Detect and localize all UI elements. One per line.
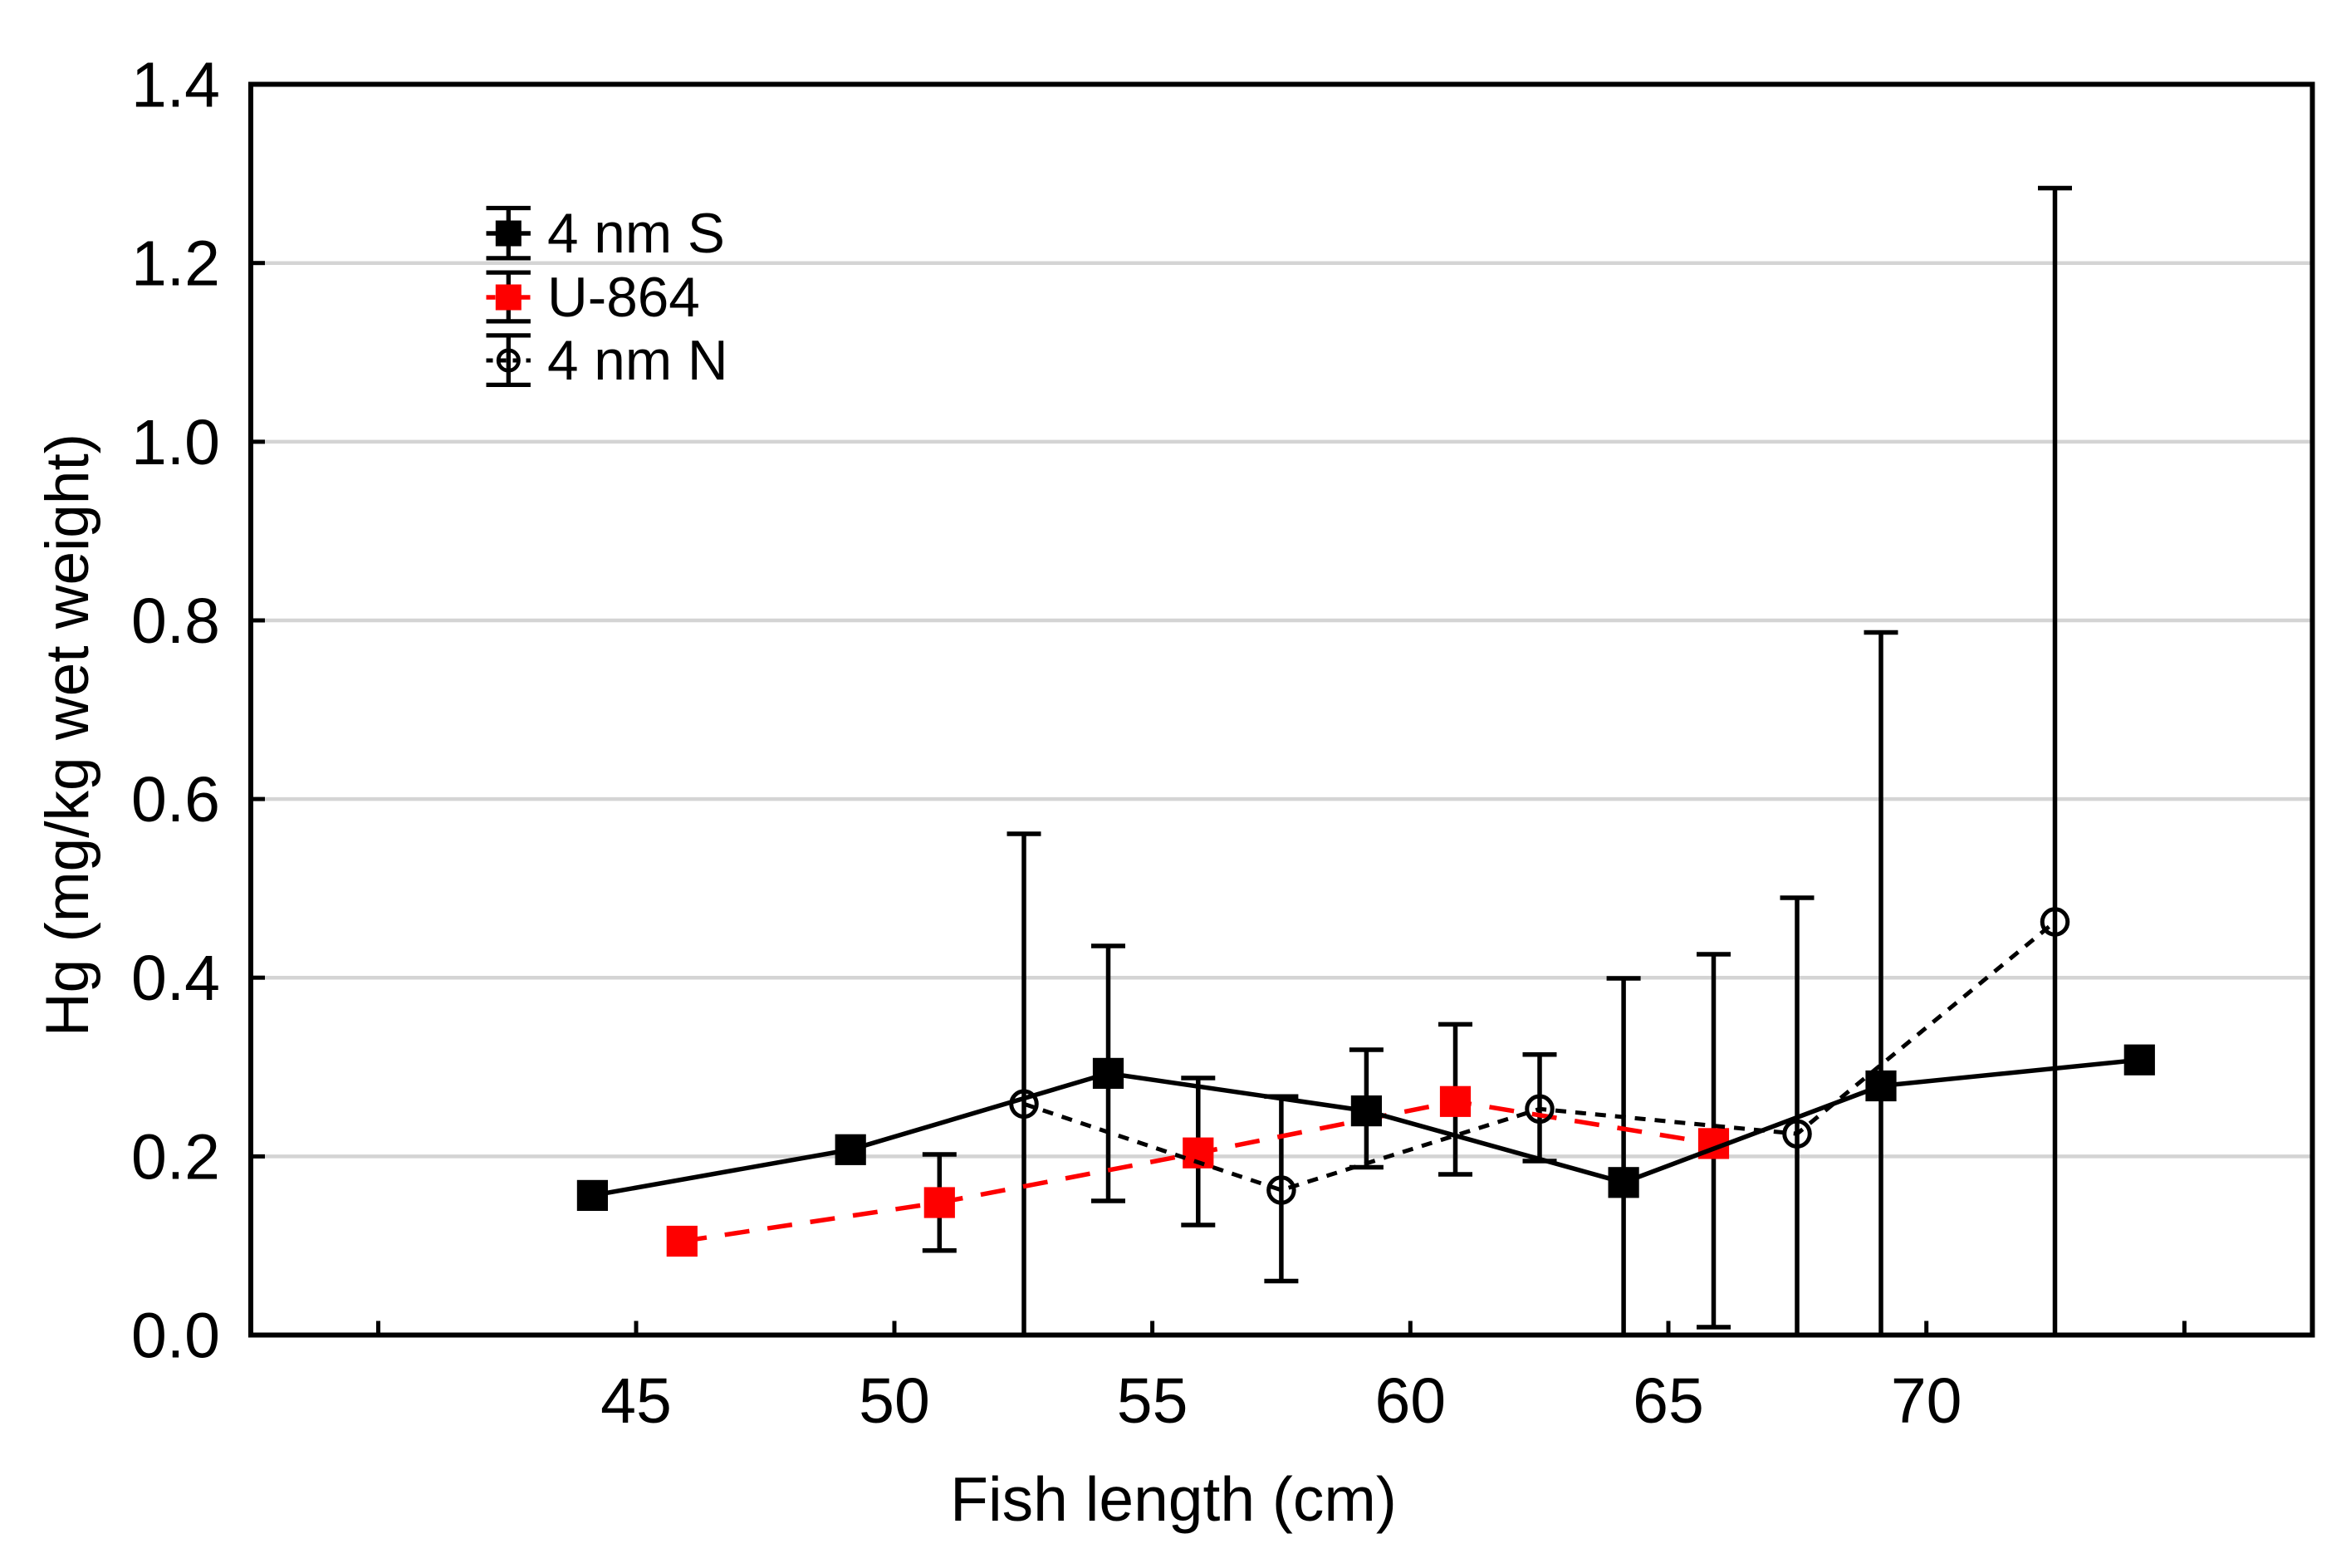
svg-text:4 nm N: 4 nm N: [547, 330, 728, 392]
svg-text:55: 55: [1117, 1365, 1188, 1437]
svg-text:0.0: 0.0: [131, 1301, 220, 1372]
svg-text:U-864: U-864: [547, 267, 700, 329]
svg-text:Fish length (cm): Fish length (cm): [950, 1464, 1397, 1534]
svg-text:0.2: 0.2: [131, 1121, 220, 1193]
svg-text:45: 45: [600, 1365, 672, 1437]
svg-text:Hg (mg/kg wet weight): Hg (mg/kg wet weight): [34, 434, 101, 1036]
svg-text:1.0: 1.0: [131, 407, 220, 478]
svg-text:4 nm S: 4 nm S: [547, 203, 725, 265]
svg-text:0.4: 0.4: [131, 943, 220, 1014]
svg-text:1.4: 1.4: [131, 50, 220, 121]
svg-text:0.8: 0.8: [131, 586, 220, 657]
svg-text:65: 65: [1633, 1365, 1704, 1437]
svg-text:0.6: 0.6: [131, 764, 220, 835]
svg-text:1.2: 1.2: [131, 228, 220, 300]
svg-text:60: 60: [1374, 1365, 1446, 1437]
svg-text:70: 70: [1891, 1365, 1962, 1437]
svg-text:50: 50: [859, 1365, 930, 1437]
